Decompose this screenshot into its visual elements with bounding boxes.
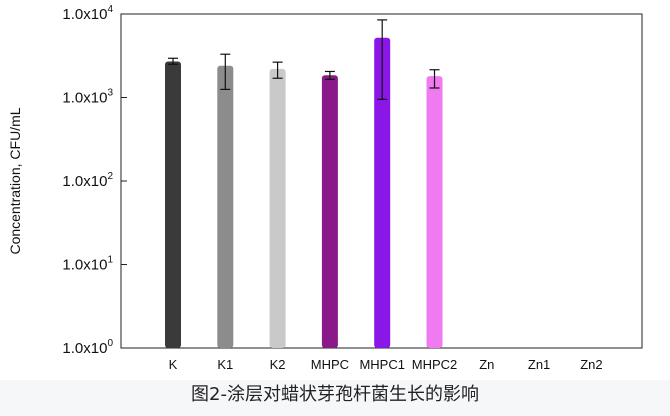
error-bars	[168, 19, 440, 100]
y-tick-label: 1.0x103	[62, 88, 113, 107]
figure-caption: 图2-涂层对蜡状芽孢杆菌生长的影响	[0, 380, 670, 416]
bar-k	[165, 61, 181, 348]
bar-mhpc	[321, 75, 338, 348]
y-tick-label: 1.0x102	[62, 171, 113, 190]
y-tick-label: 1.0x100	[62, 338, 113, 357]
bar-mhpc2	[426, 76, 443, 348]
x-tick-label: Zn1	[528, 357, 550, 372]
y-axis: 1.0x100 1.0x101 1.0x102 1.0x103 1.0x104	[62, 4, 127, 357]
x-tick-label: MHPC	[311, 357, 349, 372]
bars	[165, 37, 443, 349]
x-tick-label: Zn	[479, 357, 494, 372]
x-tick-label: K1	[217, 357, 233, 372]
x-axis: K K1 K2 MHPC MHPC1 MHPC2 Zn Zn1 Zn2	[169, 357, 603, 372]
x-tick-label: MHPC2	[412, 357, 458, 372]
y-tick-label: 1.0x101	[62, 255, 113, 274]
x-tick-label: K2	[270, 357, 286, 372]
x-tick-label: Zn2	[580, 357, 602, 372]
y-tick-label: 1.0x104	[62, 4, 113, 23]
bar-k1	[217, 65, 234, 348]
bar-k2	[269, 68, 286, 348]
x-tick-label: K	[169, 357, 178, 372]
x-tick-label: MHPC1	[359, 357, 405, 372]
bar-mhpc1	[374, 37, 391, 349]
y-axis-title: Concentration, CFU/mL	[7, 107, 23, 254]
